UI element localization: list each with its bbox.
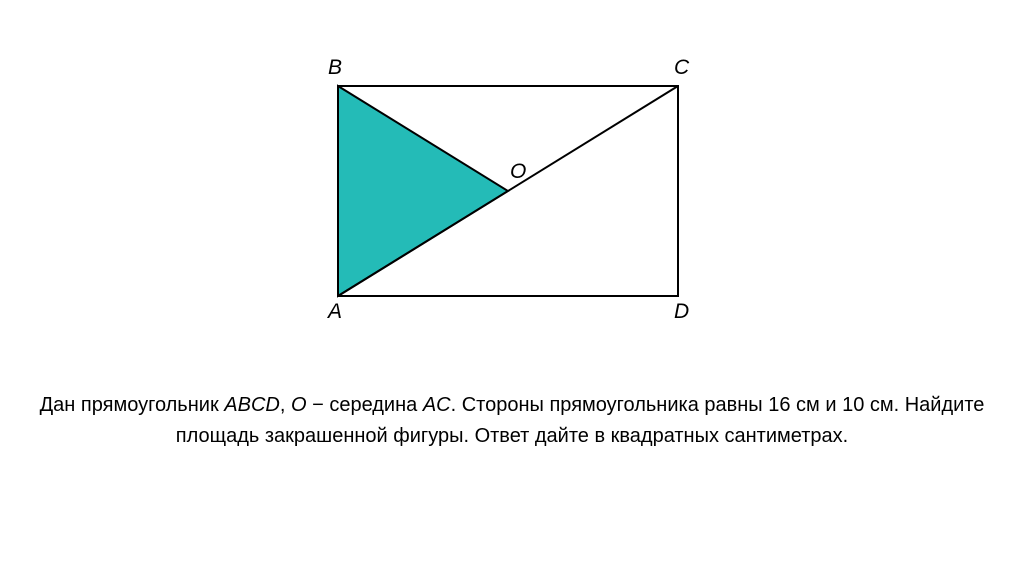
geometry-diagram: B C A D O [310, 62, 710, 342]
label-a: A [328, 300, 342, 324]
label-b: B [328, 56, 342, 80]
text-abcd: ABCD [224, 394, 280, 416]
text-o: O [291, 394, 307, 416]
text-p2: , [280, 394, 291, 416]
text-p3: − середина [307, 394, 423, 416]
text-p1: Дан прямоугольник [40, 394, 225, 416]
text-ac: AC [423, 394, 451, 416]
label-o: O [510, 160, 526, 184]
label-c: C [674, 56, 689, 80]
problem-statement: Дан прямоугольник ABCD, O − середина AC.… [20, 390, 1004, 452]
label-d: D [674, 300, 689, 324]
shaded-triangle [338, 86, 508, 296]
diagram-svg [310, 62, 710, 342]
